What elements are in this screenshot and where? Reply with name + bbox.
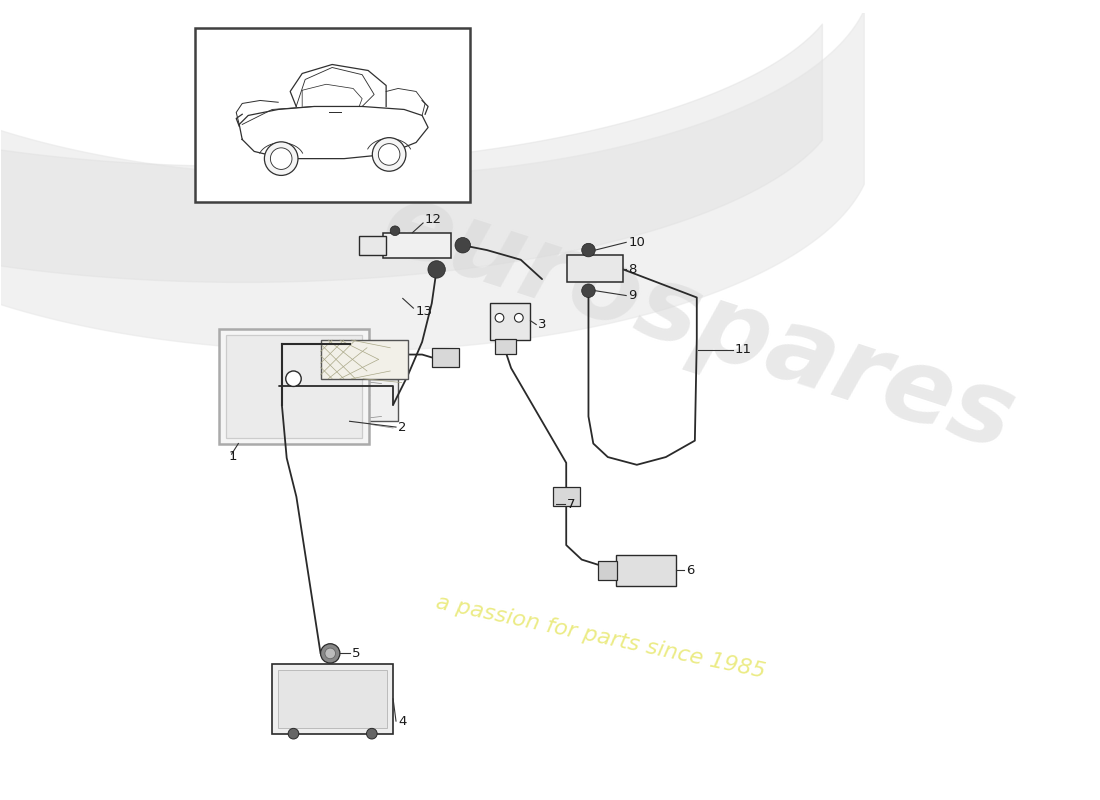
Bar bbox=[278, 670, 387, 728]
Bar bbox=[219, 330, 368, 443]
Bar bbox=[490, 303, 530, 340]
Circle shape bbox=[320, 644, 340, 663]
Circle shape bbox=[495, 314, 504, 322]
Circle shape bbox=[366, 728, 377, 739]
Bar bbox=[301, 378, 398, 422]
Circle shape bbox=[288, 728, 299, 739]
Circle shape bbox=[515, 314, 524, 322]
FancyBboxPatch shape bbox=[360, 235, 386, 255]
Bar bbox=[195, 28, 471, 202]
Text: 12: 12 bbox=[425, 213, 442, 226]
Circle shape bbox=[428, 261, 446, 278]
Bar bbox=[226, 335, 362, 438]
Text: 7: 7 bbox=[568, 498, 575, 511]
Text: eurospares: eurospares bbox=[370, 173, 1026, 472]
Text: 5: 5 bbox=[352, 647, 360, 660]
Bar bbox=[432, 348, 459, 367]
Text: 10: 10 bbox=[628, 236, 645, 249]
Circle shape bbox=[324, 648, 336, 658]
Circle shape bbox=[264, 142, 298, 175]
Bar bbox=[384, 233, 451, 258]
Circle shape bbox=[286, 371, 301, 386]
Bar bbox=[616, 554, 675, 586]
Text: 11: 11 bbox=[735, 343, 751, 356]
Text: 9: 9 bbox=[628, 289, 637, 302]
Text: 13: 13 bbox=[416, 305, 432, 318]
Circle shape bbox=[378, 144, 400, 166]
Bar bbox=[495, 339, 516, 354]
Circle shape bbox=[372, 138, 406, 171]
Text: 8: 8 bbox=[628, 263, 637, 276]
Circle shape bbox=[582, 284, 595, 298]
Text: 4: 4 bbox=[398, 714, 406, 728]
Text: 1: 1 bbox=[229, 450, 238, 462]
Bar bbox=[552, 487, 580, 506]
Circle shape bbox=[390, 226, 400, 235]
Circle shape bbox=[455, 238, 471, 253]
Bar bbox=[568, 255, 624, 282]
Text: 2: 2 bbox=[398, 421, 406, 434]
Text: a passion for parts since 1985: a passion for parts since 1985 bbox=[434, 592, 768, 682]
Circle shape bbox=[271, 148, 292, 170]
Bar bbox=[598, 561, 617, 580]
Circle shape bbox=[582, 243, 595, 257]
Bar bbox=[272, 664, 393, 734]
Text: 3: 3 bbox=[538, 318, 547, 331]
Bar bbox=[320, 340, 408, 378]
Text: 6: 6 bbox=[686, 564, 694, 577]
